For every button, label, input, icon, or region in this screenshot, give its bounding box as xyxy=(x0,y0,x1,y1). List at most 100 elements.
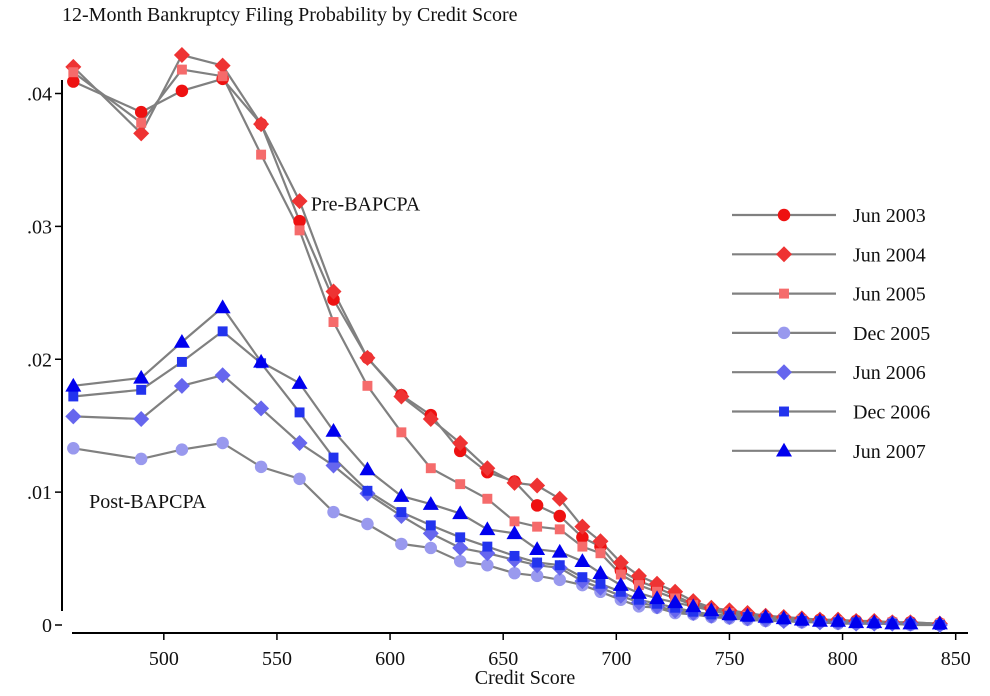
data-point xyxy=(425,520,436,531)
data-point xyxy=(685,598,702,613)
data-point xyxy=(396,507,407,518)
annotations: Pre-BAPCPA Post-BAPCPA xyxy=(89,193,421,513)
data-point xyxy=(175,84,189,98)
data-point xyxy=(530,499,544,512)
data-point xyxy=(294,225,305,236)
data-point xyxy=(739,607,756,622)
x-tick-label: 850 xyxy=(941,648,971,670)
data-point xyxy=(532,557,543,568)
data-point xyxy=(630,567,647,584)
legend-label: Jun 2007 xyxy=(853,441,926,463)
series-line xyxy=(73,441,940,627)
legend-label: Dec 2005 xyxy=(853,323,930,345)
data-point xyxy=(393,488,410,502)
data-point xyxy=(595,548,606,559)
x-tick-label: 600 xyxy=(375,648,405,670)
x-axis-label: Credit Score xyxy=(475,667,576,689)
legend-marker xyxy=(777,326,791,340)
data-point xyxy=(254,460,268,474)
data-point xyxy=(630,585,647,599)
legend-label: Jun 2003 xyxy=(853,205,926,227)
data-point xyxy=(553,573,566,587)
y-tick-label: 0 xyxy=(42,615,52,637)
data-point xyxy=(214,367,231,384)
legend-label: Jun 2006 xyxy=(853,362,926,384)
data-point xyxy=(811,613,828,627)
data-point xyxy=(216,436,229,450)
data-point xyxy=(529,541,546,556)
data-point xyxy=(553,509,566,523)
data-point xyxy=(325,283,342,300)
data-point xyxy=(830,613,847,627)
x-tick-label: 550 xyxy=(262,648,292,670)
data-point xyxy=(253,116,270,133)
data-point xyxy=(173,46,190,63)
data-point xyxy=(633,594,644,605)
data-point xyxy=(65,377,82,392)
data-point xyxy=(455,479,466,490)
data-point xyxy=(328,317,339,328)
data-point xyxy=(884,615,901,630)
data-point xyxy=(506,525,523,540)
data-point xyxy=(293,214,306,228)
data-point xyxy=(359,461,376,476)
data-point xyxy=(452,505,469,520)
legend-marker xyxy=(776,246,792,263)
data-point xyxy=(649,590,666,605)
data-point xyxy=(667,594,684,609)
data-point xyxy=(848,614,865,629)
series-line xyxy=(72,77,940,625)
data-point xyxy=(362,485,373,496)
data-point xyxy=(482,493,493,504)
data-point xyxy=(452,434,469,451)
data-point xyxy=(395,537,408,551)
series-marker-group xyxy=(67,72,947,630)
data-point xyxy=(134,452,148,466)
annotation-label: Pre-BAPCPA xyxy=(311,193,421,215)
data-point xyxy=(453,554,467,568)
data-point xyxy=(173,333,190,348)
axes: 500 550 600 650 700 750 800 850 0 .01 .02 .03 .04 xyxy=(27,80,971,670)
data-point xyxy=(506,474,523,491)
data-point xyxy=(256,149,267,160)
data-point xyxy=(68,391,79,402)
data-point xyxy=(866,614,883,629)
data-point xyxy=(361,517,374,531)
data-point xyxy=(325,423,342,437)
series-marker-group xyxy=(67,436,947,632)
data-point xyxy=(452,539,469,556)
legend-marker xyxy=(776,442,792,457)
data-point xyxy=(328,452,339,463)
data-point xyxy=(592,533,609,550)
data-point xyxy=(551,543,568,558)
legend: Jun 2003 Jun 2004 Jun 2005 Dec 2005 Jun 2006… xyxy=(732,205,930,463)
y-tick-label: .02 xyxy=(27,349,52,371)
data-point xyxy=(615,586,626,597)
data-point xyxy=(721,606,738,621)
data-point xyxy=(931,615,948,630)
series-marker-group xyxy=(65,299,948,630)
data-point xyxy=(214,299,231,314)
legend-label: Jun 2005 xyxy=(853,284,926,306)
annotation-label: Post-BAPCPA xyxy=(89,491,207,513)
data-point xyxy=(393,388,410,405)
x-tick-label: 500 xyxy=(149,648,179,670)
y-tick-label: .04 xyxy=(27,84,52,106)
x-tick-label: 750 xyxy=(714,648,744,670)
series-line xyxy=(73,305,940,625)
data-point xyxy=(133,125,150,142)
data-point xyxy=(175,443,189,456)
data-point xyxy=(291,375,308,389)
data-point xyxy=(479,521,496,536)
data-point xyxy=(291,434,308,451)
data-point xyxy=(293,472,306,486)
data-point xyxy=(508,566,521,580)
data-point xyxy=(136,117,147,128)
data-point xyxy=(217,326,228,337)
data-point xyxy=(67,75,80,88)
data-point xyxy=(532,521,543,532)
legend-marker xyxy=(776,364,792,381)
data-point xyxy=(612,554,629,571)
data-point xyxy=(136,384,147,395)
